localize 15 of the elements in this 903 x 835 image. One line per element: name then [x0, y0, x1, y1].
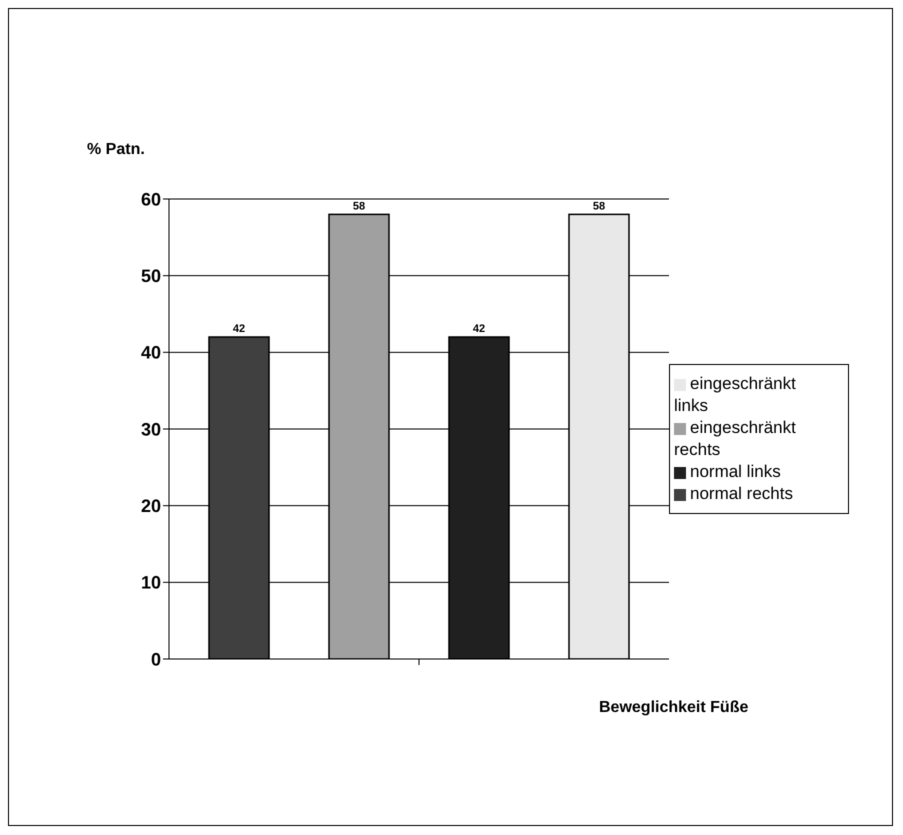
data-label: 58 [592, 200, 606, 212]
y-tick-label: 0 [150, 649, 161, 670]
y-tick-label: 40 [140, 342, 161, 363]
y-tick-label: 10 [140, 572, 161, 593]
legend-label: normal links [690, 462, 781, 481]
legend-label: normal rechts [690, 484, 793, 503]
y-tick-label: 30 [140, 419, 161, 440]
y-tick-label: 50 [140, 266, 161, 286]
data-label: 42 [232, 323, 246, 335]
x-axis-title: Beweglichkeit Füße [599, 699, 748, 717]
data-label: 58 [352, 200, 366, 212]
y-tick-label: 20 [140, 496, 161, 516]
data-label: 42 [472, 323, 486, 335]
y-tick-label: 60 [140, 189, 161, 210]
y-axis-title: % Patn. [87, 141, 145, 159]
